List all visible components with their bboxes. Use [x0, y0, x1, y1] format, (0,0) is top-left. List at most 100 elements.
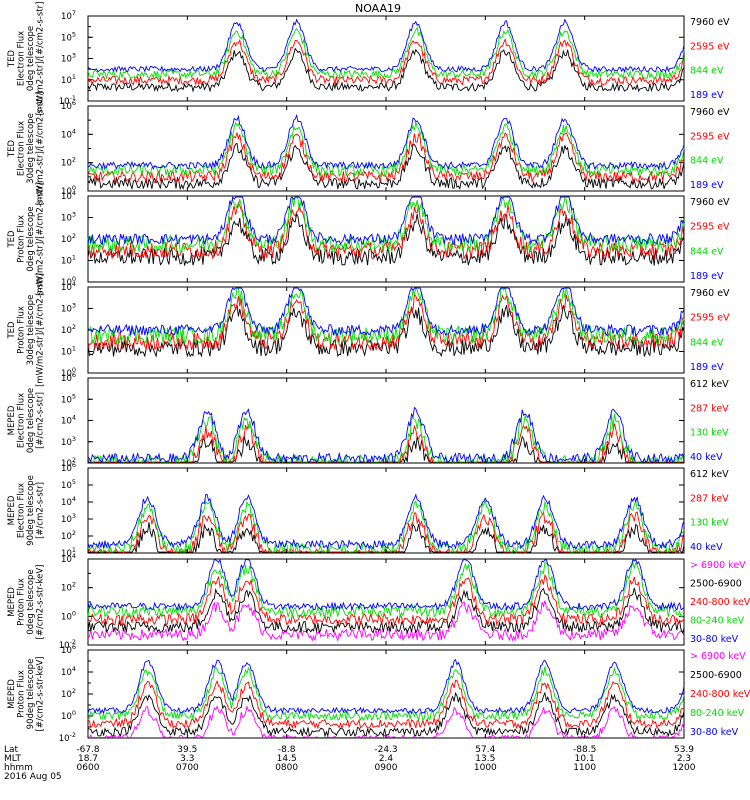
axis-row-label: MLT: [4, 754, 22, 764]
y-tick-label: 102: [61, 323, 76, 336]
x-tick-label: 0900: [375, 763, 398, 773]
y-axis-label: TEDElectron Flux30deg telescope[mW/m2-st…: [7, 92, 46, 206]
panel-frame: [87, 377, 685, 464]
panel-frame: [87, 558, 685, 646]
legend-entry: 80-240 keV: [690, 616, 745, 627]
legend-entry: 7960 eV: [690, 17, 730, 28]
series-line: [87, 121, 685, 178]
x-tick-label: 39.5: [177, 745, 197, 755]
series-line: [87, 201, 685, 261]
series-line: [87, 37, 685, 87]
legend-entry: 2595 eV: [690, 222, 730, 233]
x-tick-label: 0600: [77, 763, 100, 773]
date-label: 2016 Aug 05: [4, 772, 62, 782]
legend-entry: 240-800 keV: [690, 597, 750, 608]
x-tick-label: 10.1: [575, 754, 595, 764]
series-line: [87, 600, 685, 643]
legend-entry: 40 keV: [690, 452, 723, 463]
y-tick-label: 105: [61, 478, 76, 491]
panel-frame: [87, 649, 685, 739]
x-tick-label: 2.3: [677, 754, 691, 764]
series-line: [87, 26, 685, 80]
series-line: [87, 18, 685, 73]
series-line: [87, 679, 685, 730]
y-tick-label: 105: [61, 30, 76, 43]
series-line: [87, 113, 685, 171]
legend-entry: 612 keV: [690, 469, 729, 480]
x-tick-label: 1100: [573, 763, 596, 773]
y-tick-label: 101: [61, 345, 76, 358]
x-tick-label: 0800: [275, 763, 298, 773]
legend-entry: 30-80 keV: [690, 727, 739, 738]
y-tick-label: 104: [61, 665, 76, 678]
legend-entry: 844 eV: [690, 246, 724, 257]
x-tick-label: 57.4: [475, 745, 495, 755]
legend-entry: 80-240 keV: [690, 708, 745, 719]
x-tick-label: 18.7: [78, 754, 98, 764]
y-tick-label: 10-2: [59, 731, 76, 744]
y-tick-label: 102: [61, 581, 76, 594]
y-tick-label: 103: [61, 211, 76, 224]
figure-title: NOAA19: [355, 2, 401, 15]
series-line: [87, 131, 685, 184]
legend-entry: 7960 eV: [690, 197, 730, 208]
y-axis-label: TEDElectron Flux0deg telescope[mW/m2-str…: [7, 2, 46, 116]
y-tick-label: 102: [61, 687, 76, 700]
legend-entry: 844 eV: [690, 337, 724, 348]
series-line: [87, 304, 685, 358]
legend-entry: 287 keV: [690, 493, 729, 504]
series-line: [87, 666, 685, 722]
panel-frame: [87, 467, 685, 554]
legend-entry: 189 eV: [690, 90, 724, 101]
y-tick-label: 102: [61, 232, 76, 245]
series-line: [87, 195, 685, 254]
legend-entry: 189 eV: [690, 180, 724, 191]
axis-row-label: Lat: [4, 745, 19, 755]
y-tick-label: 102: [61, 529, 76, 542]
y-tick-label: 103: [61, 512, 76, 525]
x-tick-label: 13.5: [475, 754, 495, 764]
legend-entry: > 6900 keV: [690, 560, 746, 571]
series-line: [87, 498, 685, 554]
legend-entry: 2595 eV: [690, 313, 730, 324]
series-line: [87, 658, 685, 715]
series-line: [87, 287, 685, 337]
x-tick-label: 2.4: [379, 754, 394, 764]
legend-entry: 189 eV: [690, 362, 724, 373]
legend-entry: 189 eV: [690, 271, 724, 282]
y-axis-label: MEPEDElectron Flux0deg telescope[#/cm2-s…: [7, 388, 46, 453]
series-line: [87, 196, 685, 246]
x-tick-label: -67.8: [76, 745, 100, 755]
series-line: [87, 587, 685, 634]
y-tick-label: 101: [61, 73, 76, 86]
legend-entry: 40 keV: [690, 542, 723, 553]
x-tick-label: -24.3: [374, 745, 397, 755]
x-tick-label: 53.9: [674, 745, 694, 755]
legend-entry: 612 keV: [690, 379, 729, 390]
y-axis-label: MEPEDElectron Flux90deg telescope[#/cm2-…: [7, 475, 46, 546]
legend-entry: 30-80 keV: [690, 634, 739, 645]
x-tick-label: 1200: [673, 763, 696, 773]
series-line: [87, 413, 685, 464]
legend-entry: 2500-6900: [690, 579, 742, 590]
legend-entry: 130 keV: [690, 518, 729, 529]
x-tick-label: 3.3: [180, 754, 194, 764]
legend-entry: 240-800 keV: [690, 689, 750, 700]
y-tick-label: 104: [61, 414, 76, 427]
series-line: [87, 287, 685, 345]
legend-entry: 844 eV: [690, 66, 724, 77]
series-line: [87, 493, 685, 551]
y-tick-label: 101: [61, 254, 76, 267]
y-tick-label: 105: [61, 392, 76, 405]
legend-entry: 130 keV: [690, 428, 729, 439]
y-tick-label: 104: [61, 495, 76, 508]
y-tick-label: 104: [61, 127, 76, 140]
y-axis-label: MEPEDProton Flux0deg telescope[#/cm2-s-s…: [7, 565, 46, 640]
